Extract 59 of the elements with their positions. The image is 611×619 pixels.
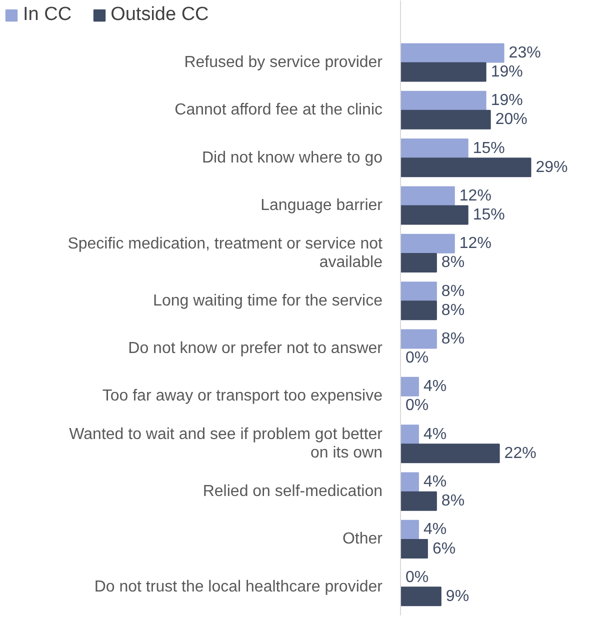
- data-label: 20%: [495, 111, 528, 128]
- bar: [400, 376, 419, 396]
- data-label: 19%: [490, 64, 523, 81]
- data-label: 0%: [406, 568, 429, 586]
- data-label: 8%: [441, 302, 465, 319]
- y-tick-label: Long waiting time for the service: [153, 292, 383, 310]
- y-tick-label: Other: [342, 530, 384, 548]
- bar: [400, 329, 437, 349]
- data-label: 8%: [441, 330, 465, 348]
- data-label: 8%: [441, 282, 465, 300]
- bar: [400, 158, 532, 178]
- data-label: 15%: [472, 206, 505, 224]
- legend-label: Outside CC: [110, 4, 209, 26]
- data-label: 4%: [423, 426, 447, 443]
- y-tick-label: Did not know where to go: [202, 149, 383, 166]
- bar: [400, 491, 437, 511]
- bar: [400, 43, 504, 63]
- bar: [400, 520, 419, 540]
- bar: [400, 472, 419, 492]
- data-label: 0%: [406, 350, 429, 367]
- data-label: 8%: [441, 492, 465, 510]
- bar: [400, 586, 442, 606]
- data-label: 4%: [423, 474, 447, 491]
- bar: [400, 300, 437, 320]
- y-tick-label: Refused by service provider: [184, 54, 384, 71]
- bar: [400, 62, 486, 82]
- bar: [400, 138, 468, 158]
- legend-label: In CC: [23, 4, 72, 26]
- data-label: 23%: [508, 44, 541, 62]
- bar: [400, 539, 428, 559]
- y-tick-label: Language barrier: [260, 197, 384, 214]
- data-label: 12%: [459, 235, 492, 252]
- y-tick-label: Wanted to wait and see if problem got better on its own: [69, 426, 384, 462]
- y-tick-label: Too far away or transport too expensive: [102, 388, 383, 405]
- bar: [400, 252, 437, 272]
- data-label: 19%: [490, 92, 523, 110]
- y-tick-label: Cannot afford fee at the clinic: [174, 102, 383, 119]
- data-label: 29%: [536, 158, 568, 176]
- data-label: 6%: [432, 540, 456, 558]
- data-label: 9%: [446, 588, 470, 605]
- bar: [400, 424, 419, 444]
- data-label: 8%: [441, 254, 465, 272]
- y-tick-label: Specific medication, treatment or service not available: [68, 235, 384, 272]
- data-label: 0%: [406, 397, 429, 414]
- bar: [400, 110, 491, 130]
- data-label: 22%: [504, 444, 536, 462]
- y-tick-label: Do not trust the local healthcare provider: [94, 578, 384, 596]
- bar: [400, 186, 455, 206]
- data-label: 4%: [423, 378, 447, 396]
- bar: [400, 205, 468, 225]
- data-label: 15%: [472, 140, 505, 157]
- bar: [400, 444, 500, 464]
- y-tick-label: Do not know or prefer not to answer: [128, 340, 384, 358]
- y-tick-label: Relied on self-medication: [202, 483, 383, 500]
- data-label: 12%: [459, 187, 492, 204]
- bar: [400, 234, 455, 254]
- bar: [400, 90, 486, 110]
- bar: [400, 282, 437, 302]
- data-label: 4%: [423, 521, 447, 538]
